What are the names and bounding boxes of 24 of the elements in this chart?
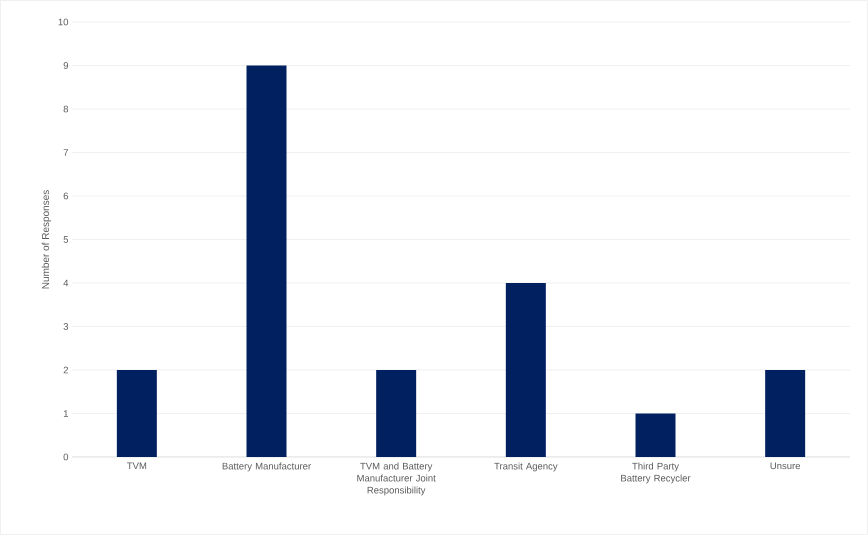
- y-tick-label: 5: [64, 236, 68, 243]
- x-tick-label: Third Party Battery Recycler: [621, 462, 690, 484]
- y-tick-label: 9: [64, 62, 68, 69]
- bar: [246, 65, 287, 457]
- x-tick-label: TVM: [127, 462, 146, 470]
- y-tick-label: 2: [64, 366, 68, 374]
- bar: [506, 282, 546, 457]
- x-tick-label: Unsure: [770, 462, 800, 470]
- y-tick-label: 7: [64, 149, 68, 156]
- bar: [765, 370, 806, 457]
- y-axis-title: Number of Responses: [42, 190, 52, 288]
- y-tick-label: 6: [64, 192, 68, 200]
- bar: [635, 413, 676, 457]
- bar: [116, 370, 157, 457]
- y-tick-label: 1: [64, 410, 68, 417]
- x-tick-label: TVM and Battery Manufacturer Joint Responsibility: [357, 462, 436, 496]
- y-tick-label: 4: [63, 280, 68, 286]
- x-tick-label: Battery Manufacturer: [222, 462, 311, 472]
- y-tick-label: 3: [64, 323, 68, 330]
- y-tick-label: 0: [64, 454, 68, 460]
- x-tick-label: Transit Agency: [494, 462, 558, 472]
- y-tick-label: 8: [64, 106, 68, 112]
- y-tick-label: 10: [58, 18, 68, 26]
- bar: [376, 370, 416, 457]
